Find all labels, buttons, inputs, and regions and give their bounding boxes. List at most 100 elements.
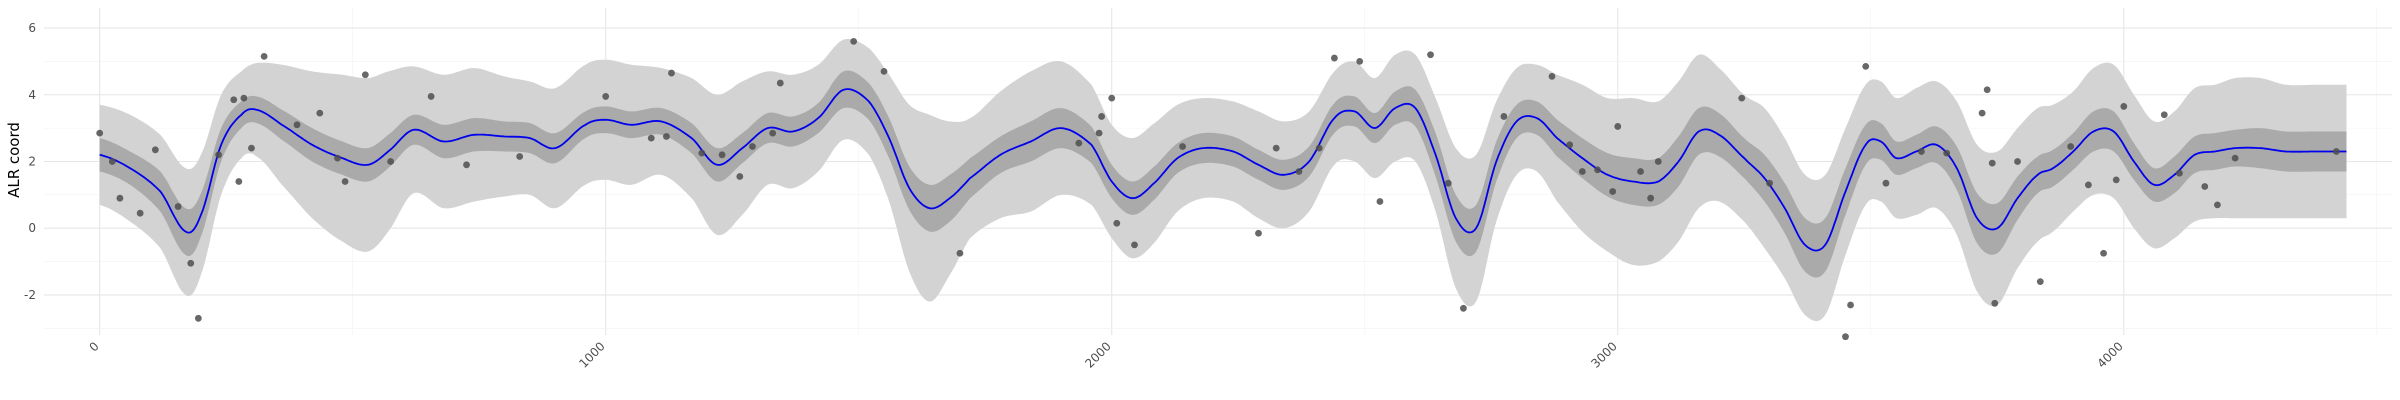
data-point [2214,201,2221,209]
data-point [1548,73,1556,80]
data-point [663,133,670,140]
x-tick-label: 1000 [576,339,607,370]
data-point [1654,158,1662,165]
data-point [850,37,858,45]
data-point [215,151,222,159]
data-point [2100,249,2107,257]
x-tick-label: 3000 [1588,339,1619,370]
data-point [1460,304,1467,312]
data-point [341,178,349,185]
data-point [1738,94,1746,102]
data-point [2201,183,2209,190]
data-point [1847,301,1854,309]
data-point [240,94,248,102]
data-point [1766,179,1773,187]
data-point [2231,154,2239,162]
data-point [1095,129,1103,137]
data-point [698,149,706,157]
data-point [1943,149,1951,157]
y-axis-tick-labels: -2 0 2 4 6 [24,21,36,302]
data-point [293,121,301,129]
data-point [1444,179,1452,187]
data-point [718,151,726,159]
data-point [2014,158,2021,165]
data-point [361,71,369,79]
data-point [136,209,144,217]
data-point [174,203,182,210]
data-point [2176,169,2183,177]
data-point [1983,86,1991,94]
data-point [2084,181,2092,189]
data-point [2120,103,2128,110]
data-point [1637,168,1644,175]
data-point [1978,109,1986,117]
data-point [463,161,470,169]
data-point [1272,144,1280,152]
data-point [1500,113,1508,120]
data-point [647,134,655,142]
data-point [1614,123,1622,130]
observation-points [96,37,2340,341]
data-point [194,314,202,322]
y-tick-label: 2 [28,154,36,168]
data-point [235,178,243,185]
x-axis-tick-labels: 0 1000 2000 3000 4000 [86,339,2125,370]
data-point [668,69,675,77]
y-tick-label: -2 [24,288,36,302]
data-point [1991,299,1999,307]
data-point [880,67,888,75]
data-point [1356,57,1364,65]
data-point [1255,229,1262,237]
data-point [1108,94,1116,102]
data-point [1609,188,1617,195]
data-point [749,143,756,150]
data-point [427,93,435,100]
data-point [516,153,524,160]
data-point [1179,143,1186,150]
y-tick-label: 4 [28,88,36,102]
data-point [1842,333,1849,341]
x-tick-label: 0 [86,339,101,354]
data-point [116,194,124,202]
x-tick-label: 4000 [2094,339,2125,370]
data-point [260,52,268,60]
data-point [1113,219,1121,227]
y-axis-title: ALR coord [5,122,23,198]
data-point [1295,168,1303,175]
data-point [316,109,324,117]
data-point [1988,159,1996,167]
data-point [1427,51,1434,59]
data-point [1594,166,1601,174]
data-point [1315,144,1323,152]
data-point [230,96,238,104]
data-point [187,259,195,267]
data-point [1862,62,1870,70]
data-point [334,154,341,162]
data-point [1075,139,1083,147]
data-point [1647,194,1655,202]
data-point [96,129,104,137]
data-point [776,79,784,87]
data-point [248,144,255,152]
data-point [1917,148,1925,155]
data-point [2067,143,2075,150]
mean-curve-line [99,88,2347,252]
y-tick-label: 6 [28,21,36,35]
data-point [108,158,116,165]
data-point [1376,198,1384,205]
data-point [151,146,159,154]
data-point [769,129,777,137]
outer-confidence-band [99,38,2347,322]
data-point [1098,113,1106,120]
data-point [1566,141,1574,149]
data-point [2332,148,2340,155]
data-point [956,249,964,257]
data-point [1330,54,1338,62]
data-point [602,93,610,100]
x-tick-label: 2000 [1082,339,1113,370]
data-point [1882,179,1890,187]
data-point [736,173,744,180]
data-point [2036,278,2044,286]
y-tick-label: 0 [28,221,36,235]
